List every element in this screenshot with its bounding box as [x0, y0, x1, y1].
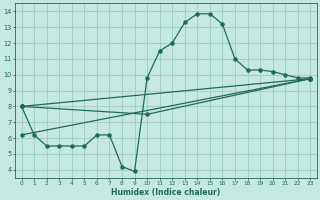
- X-axis label: Humidex (Indice chaleur): Humidex (Indice chaleur): [111, 188, 220, 197]
